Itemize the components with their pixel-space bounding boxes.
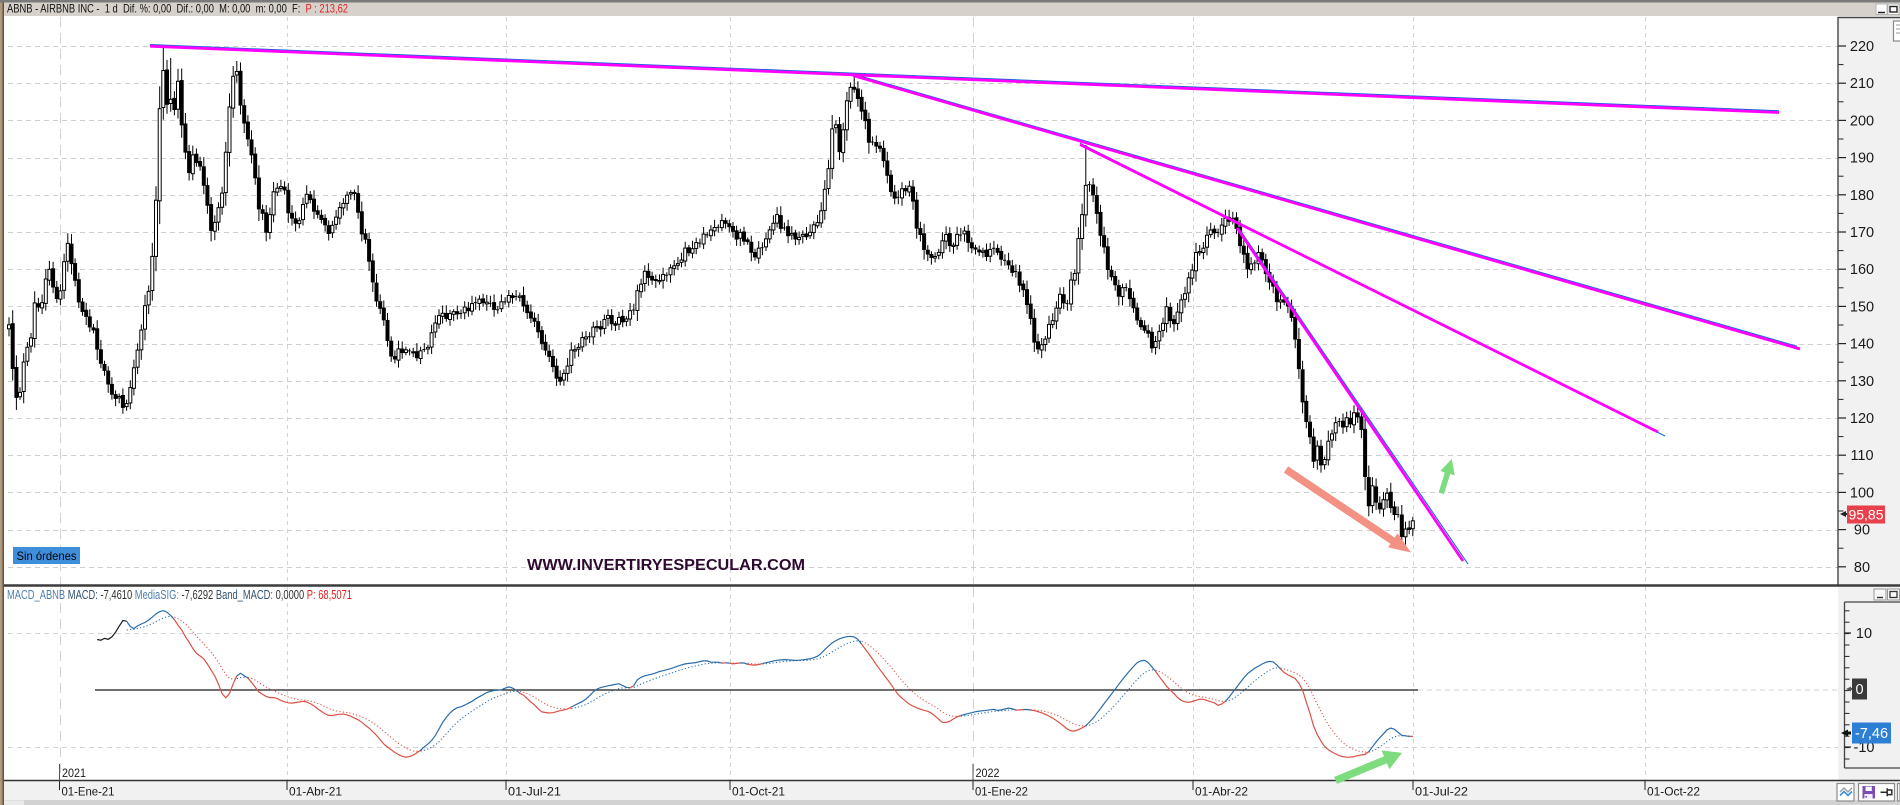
svg-text:01-Jul-22: 01-Jul-22 [1415,785,1468,799]
svg-text:01-Ene-21: 01-Ene-21 [62,785,115,799]
svg-text:-7,46: -7,46 [1855,726,1888,742]
svg-text:130: 130 [1850,374,1874,390]
svg-text:MACD_ABNB MACD: -7,4610 MediaS: MACD_ABNB MACD: -7,4610 MediaSIG: -7,629… [7,587,352,602]
svg-text:2021: 2021 [62,768,86,780]
svg-text:170: 170 [1850,225,1874,241]
svg-text:01-Ene-22: 01-Ene-22 [975,785,1028,799]
svg-text:80: 80 [1854,560,1870,576]
svg-text:110: 110 [1850,448,1873,464]
svg-text:190: 190 [1850,151,1874,167]
svg-text:01-Abr-21: 01-Abr-21 [289,785,342,799]
svg-text:95,85: 95,85 [1848,507,1883,523]
svg-text:01-Abr-22: 01-Abr-22 [1195,785,1248,799]
svg-text:-10: -10 [1854,740,1875,756]
svg-text:120: 120 [1850,411,1874,427]
svg-text:200: 200 [1850,113,1874,129]
svg-text:100: 100 [1850,485,1874,501]
svg-text:10: 10 [1856,626,1872,642]
svg-text:ABNB - AIRBNB INC - 1 d Dif.: ABNB - AIRBNB INC - 1 d Dif. %: 0,00 Dif… [7,2,348,16]
svg-text:150: 150 [1850,299,1874,315]
svg-text:140: 140 [1850,337,1874,353]
svg-text:01-Oct-22: 01-Oct-22 [1647,785,1700,799]
svg-text:220: 220 [1850,39,1874,55]
svg-text:160: 160 [1850,262,1874,278]
svg-text:01-Jul-21: 01-Jul-21 [508,785,561,799]
svg-text:Sin órdenes: Sin órdenes [17,549,77,563]
svg-text:WWW.INVERTIRYESPECULAR.COM: WWW.INVERTIRYESPECULAR.COM [527,557,805,574]
svg-text:01-Oct-21: 01-Oct-21 [732,785,785,799]
svg-text:210: 210 [1850,76,1874,92]
svg-text:180: 180 [1850,188,1874,204]
svg-text:90: 90 [1854,523,1870,539]
svg-text:0: 0 [1855,682,1863,698]
svg-text:2022: 2022 [976,768,1000,780]
